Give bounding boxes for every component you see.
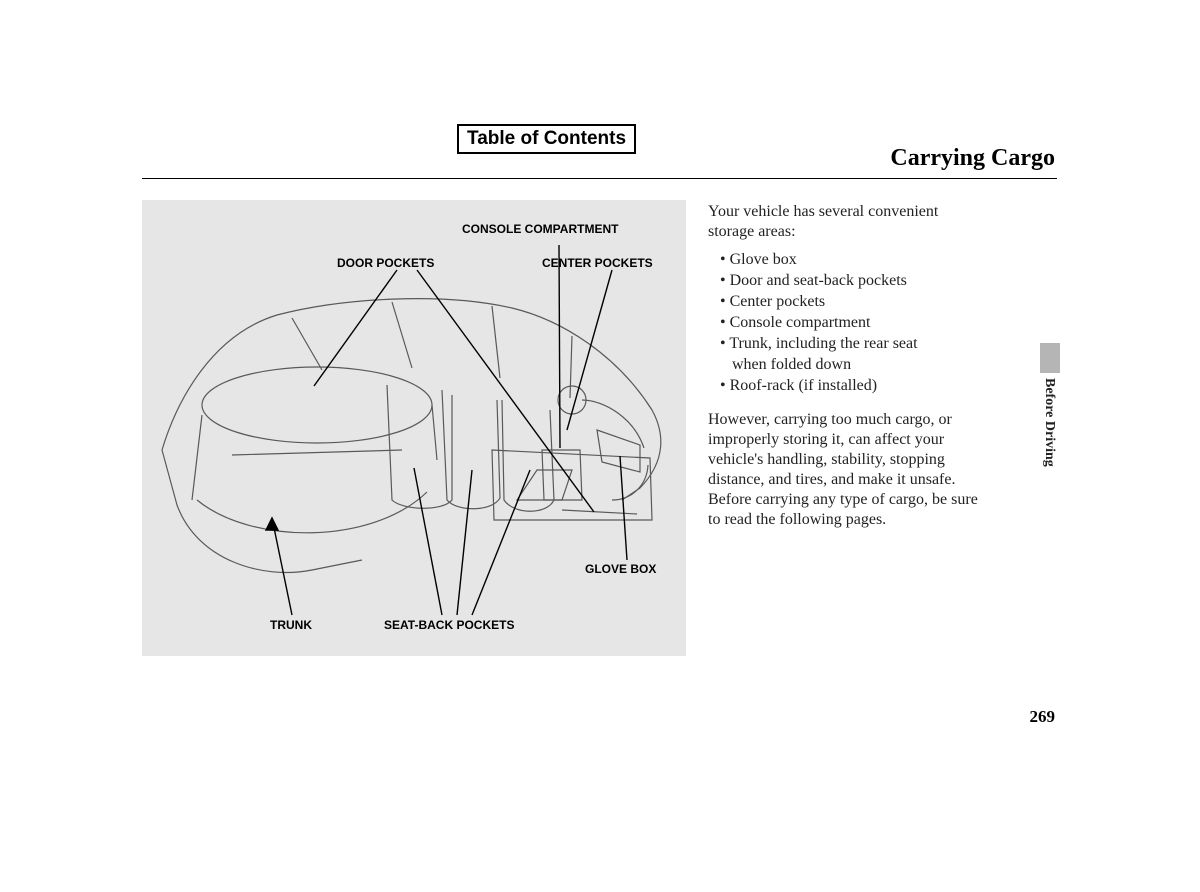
intro-paragraph: Your vehicle has several convenient stor… [708,202,988,242]
page-number: 269 [1030,707,1056,727]
title-rule [142,178,1057,179]
warning-paragraph: However, carrying too much cargo, or imp… [708,410,988,530]
body-text-column: Your vehicle has several convenient stor… [708,202,988,534]
list-item: Door and seat-back pockets [720,271,988,291]
toc-link[interactable]: Table of Contents [457,124,636,154]
label-seat-back-pockets: SEAT-BACK POCKETS [384,618,514,632]
label-console-compartment: CONSOLE COMPARTMENT [462,222,618,236]
list-item: Console compartment [720,313,988,333]
page-title: Carrying Cargo [890,145,1055,172]
section-label: Before Driving [1041,378,1057,467]
cargo-diagram: CONSOLE COMPARTMENT DOOR POCKETS CENTER … [142,200,686,656]
list-item-continuation: when folded down [720,355,988,375]
label-glove-box: GLOVE BOX [585,562,656,576]
label-center-pockets: CENTER POCKETS [542,256,653,270]
label-door-pockets: DOOR POCKETS [337,256,434,270]
label-trunk: TRUNK [270,618,312,632]
list-item: Glove box [720,250,988,270]
section-tab [1040,343,1060,373]
storage-list: Glove box Door and seat-back pockets Cen… [708,250,988,396]
list-item: Center pockets [720,292,988,312]
list-item: Roof-rack (if installed) [720,376,988,396]
list-item: Trunk, including the rear seat [720,334,988,354]
